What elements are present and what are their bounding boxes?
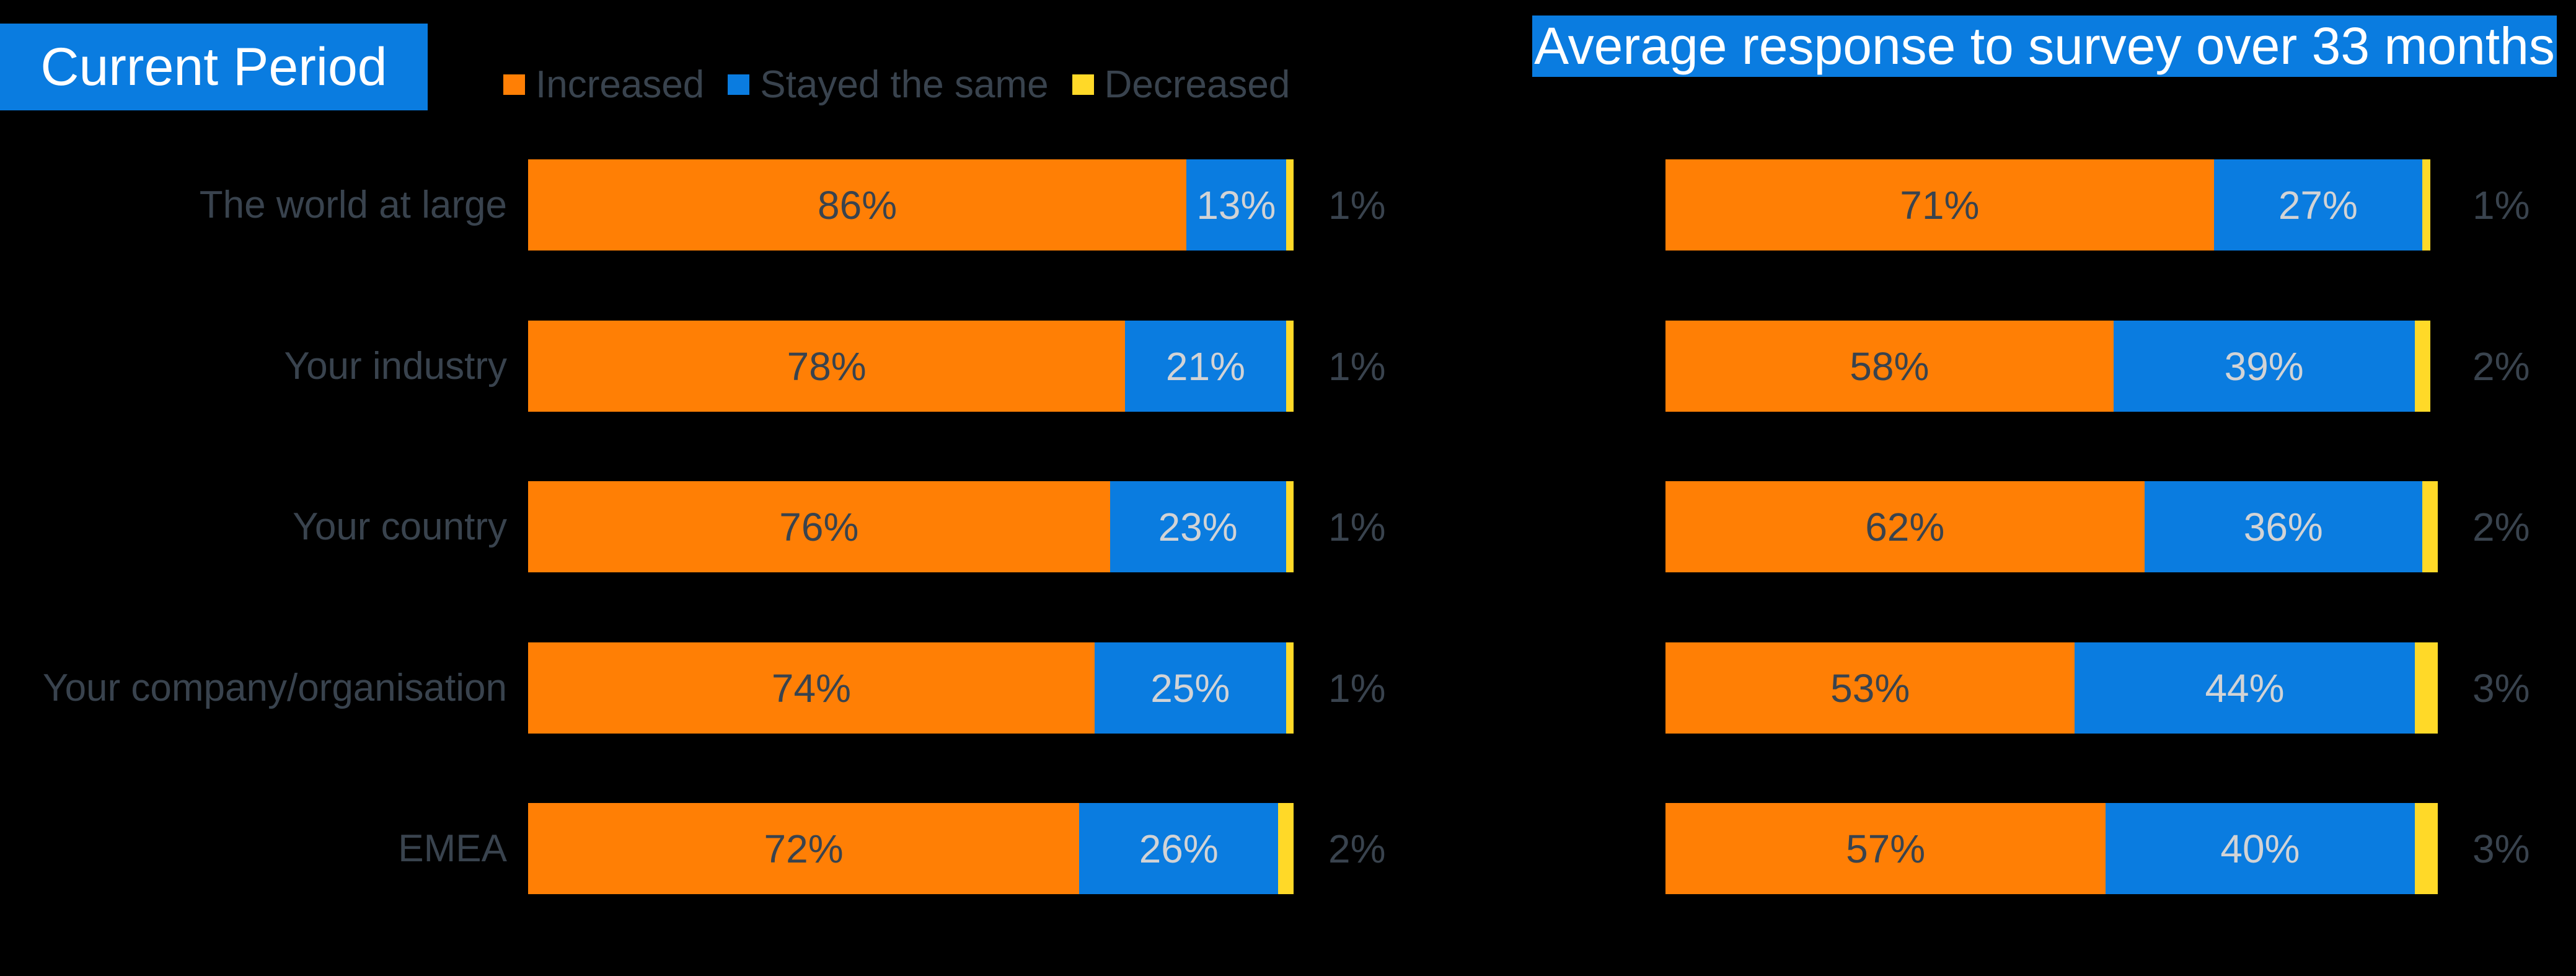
bar-value-label: 53% [1830, 665, 1910, 711]
bar-value-label: 13% [1196, 182, 1276, 228]
bar-row: 62% 36% 2% [1665, 481, 2530, 572]
bar-value-label: 21% [1165, 344, 1246, 389]
bar-segment-decreased [2414, 321, 2430, 412]
legend-label-increased: Increased [536, 63, 705, 106]
outside-value-label: 3% [2472, 665, 2530, 711]
bar-value-label: 26% [1139, 826, 1219, 871]
bar-row: Your industry 78% 21% 1% [284, 321, 1386, 412]
legend-swatch-increased [503, 74, 525, 95]
legend-item-stayed-the-same: Stayed the same [728, 63, 1049, 107]
bar-segment-decreased [1286, 159, 1294, 251]
bar-segment-decreased [2414, 642, 2438, 734]
bar-segment-decreased [2422, 481, 2438, 572]
bar-segment-decreased [1278, 803, 1294, 894]
bar-row: 53% 44% 3% [1665, 642, 2530, 734]
outside-value-label: 3% [2472, 826, 2530, 871]
legend: Increased Stayed the same Decreased [503, 63, 1290, 107]
outside-value-label: 2% [1328, 826, 1386, 871]
bar-segment-increased: 74% [528, 642, 1095, 734]
bar-value-label: 78% [787, 344, 867, 389]
bar-value-label: 27% [2278, 182, 2358, 228]
bar-segment-stayed-the-same: 44% [2075, 642, 2415, 734]
bar-segment-stayed-the-same: 26% [1079, 803, 1279, 894]
bar-value-label: 76% [779, 504, 859, 549]
bar-value-label: 44% [2205, 665, 2285, 711]
bar-segment-increased: 53% [1665, 642, 2075, 734]
bar-segment-stayed-the-same: 25% [1094, 642, 1286, 734]
category-label: The world at large [199, 184, 507, 226]
outside-value-label: 1% [2472, 182, 2530, 228]
bar-segment-increased: 76% [528, 481, 1110, 572]
bar-segment-stayed-the-same: 27% [2213, 159, 2423, 251]
bar-segment-increased: 58% [1665, 321, 2114, 412]
bar-segment-increased: 57% [1665, 803, 2106, 894]
category-label: Your country [293, 505, 507, 548]
bar-value-label: 62% [1865, 504, 1945, 549]
bar-row: 57% 40% 3% [1665, 803, 2530, 894]
bar-value-label: 39% [2224, 344, 2304, 389]
bar-value-label: 23% [1158, 504, 1238, 549]
bar-row: 58% 39% 2% [1665, 321, 2530, 412]
outside-value-label: 1% [1328, 344, 1386, 389]
bar-value-label: 71% [1900, 182, 1980, 228]
bar-row: EMEA 72% 26% 2% [398, 803, 1386, 894]
bar-segment-increased: 71% [1665, 159, 2214, 251]
legend-label-decreased: Decreased [1104, 63, 1290, 106]
category-label: EMEA [398, 827, 507, 870]
legend-item-decreased: Decreased [1072, 63, 1290, 107]
bar-segment-decreased [1286, 642, 1294, 734]
legend-swatch-stayed-the-same [728, 74, 750, 95]
bar-value-label: 58% [1850, 344, 1930, 389]
bar-segment-increased: 72% [528, 803, 1080, 894]
bar-segment-stayed-the-same: 36% [2144, 481, 2423, 572]
legend-item-increased: Increased [503, 63, 704, 107]
legend-swatch-decreased [1072, 74, 1094, 95]
bar-segment-increased: 78% [528, 321, 1126, 412]
bar-segment-increased: 62% [1665, 481, 2145, 572]
outside-value-label: 1% [1328, 182, 1386, 228]
bar-row: Your country 76% 23% 1% [293, 481, 1386, 572]
bar-segment-decreased [1286, 321, 1294, 412]
outside-value-label: 1% [1328, 665, 1386, 711]
bar-segment-decreased [1286, 481, 1294, 572]
bar-value-label: 86% [818, 182, 898, 228]
legend-label-stayed-the-same: Stayed the same [760, 63, 1049, 106]
left-chart-title: Current Period [0, 24, 428, 110]
category-label: Your company/organisation [42, 667, 507, 709]
bar-segment-increased: 86% [528, 159, 1187, 251]
bar-value-label: 40% [2220, 826, 2300, 871]
bar-row: The world at large 86% 13% 1% [200, 159, 1386, 251]
right-chart-title: Average response to survey over 33 month… [1532, 16, 2557, 77]
outside-value-label: 2% [2472, 504, 2530, 549]
outside-value-label: 2% [2472, 344, 2530, 389]
bar-segment-stayed-the-same: 21% [1125, 321, 1286, 412]
bar-value-label: 25% [1150, 665, 1230, 711]
bar-segment-decreased [2414, 803, 2438, 894]
category-label: Your industry [284, 345, 507, 388]
bar-value-label: 36% [2243, 504, 2323, 549]
bar-value-label: 74% [771, 665, 851, 711]
bar-value-label: 57% [1846, 826, 1926, 871]
bar-segment-stayed-the-same: 40% [2106, 803, 2415, 894]
bar-segment-decreased [2422, 159, 2430, 251]
bar-segment-stayed-the-same: 23% [1109, 481, 1286, 572]
bar-row: 71% 27% 1% [1665, 159, 2530, 251]
bar-row: Your company/organisation 74% 25% 1% [43, 642, 1386, 734]
outside-value-label: 1% [1328, 504, 1386, 549]
bar-segment-stayed-the-same: 39% [2113, 321, 2415, 412]
bar-segment-stayed-the-same: 13% [1186, 159, 1286, 251]
bar-value-label: 72% [764, 826, 844, 871]
